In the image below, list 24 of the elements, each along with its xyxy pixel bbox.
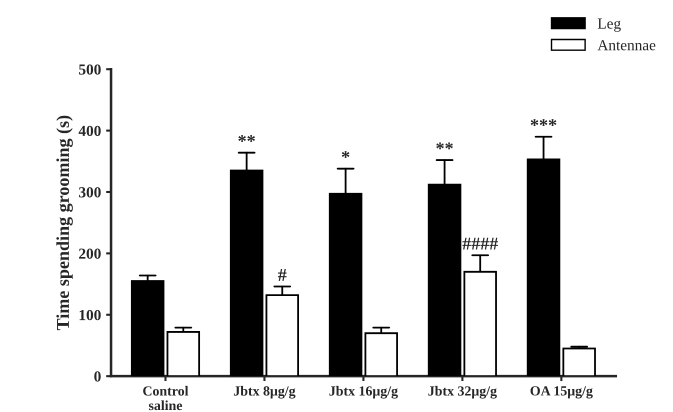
y-tick-label: 200 (79, 248, 101, 259)
x-tick-label: OA 15μg/g (530, 386, 593, 398)
annotation: * (342, 151, 350, 158)
annotation: # (278, 269, 287, 281)
y-tick-label: 400 (78, 126, 101, 136)
x-tick-label: Jbtx 32μg/g (428, 386, 497, 399)
x-tick-label: Jbtx 16μg/g (329, 386, 398, 399)
y-tick-label: 0 (94, 371, 101, 382)
legend-label: Antennae (597, 40, 656, 50)
bar (166, 331, 200, 376)
y-axis-title: Time spending grooming (s) (56, 116, 73, 330)
annotation: *** (530, 119, 556, 126)
bar (130, 280, 164, 376)
y-tick-label: 500 (79, 64, 101, 75)
x-tick-label: Control saline (143, 386, 188, 410)
bar (364, 332, 398, 376)
annotation: ** (238, 135, 255, 142)
bar (562, 348, 596, 376)
y-tick-label: 100 (80, 310, 101, 320)
x-tick-label: Jbtx 8μg/g (234, 386, 296, 399)
annotation: #### (462, 238, 498, 250)
y-tick-label: 300 (78, 187, 101, 198)
legend-label: Leg (598, 18, 621, 32)
annotation: ** (436, 142, 453, 150)
